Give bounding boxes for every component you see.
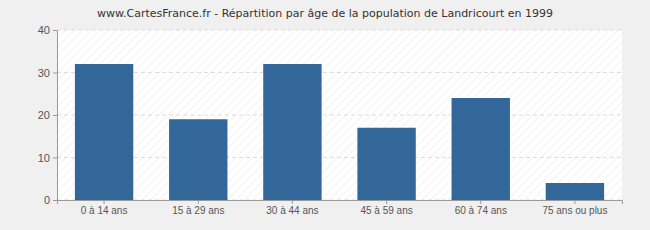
tick-label: 45 à 59 ans — [360, 205, 412, 216]
axis-line — [53, 31, 58, 201]
y-axis: 0 10 20 30 40 — [38, 24, 58, 206]
tick: 60 à 74 ans — [455, 200, 507, 216]
tick-label: 20 — [38, 109, 50, 121]
chart: www.CartesFrance.fr - Répartition par âg… — [0, 0, 650, 230]
tick-mark — [53, 30, 57, 31]
plot-area — [57, 30, 622, 200]
tick-mark — [480, 200, 481, 204]
bar — [75, 64, 133, 200]
tick-label: 30 — [38, 67, 50, 79]
grid-line — [57, 157, 622, 158]
tick-label: 75 ans ou plus — [542, 205, 607, 216]
grid-line — [57, 30, 622, 31]
tick-label: 15 à 29 ans — [172, 205, 224, 216]
grid — [57, 30, 622, 200]
tick-label: 60 à 74 ans — [455, 205, 507, 216]
tick-label: 0 à 14 ans — [81, 205, 128, 216]
bar — [263, 64, 321, 200]
tick-mark — [104, 200, 105, 204]
axis-line — [58, 201, 623, 205]
tick-label: 10 — [38, 152, 50, 164]
x-axis: 0 à 14 ans 15 à 29 ans 30 à 44 ans 45 à 59 … — [58, 200, 623, 216]
tick: 45 à 59 ans — [360, 200, 412, 216]
tick-label: 30 à 44 ans — [266, 205, 318, 216]
title: www.CartesFrance.fr - Répartition par âg… — [97, 7, 553, 20]
tick-label: 0 — [44, 194, 50, 206]
tick: 0 à 14 ans — [81, 200, 128, 216]
tick-mark — [53, 73, 57, 74]
bars — [75, 64, 604, 200]
bar — [546, 183, 604, 200]
tick-mark — [53, 200, 57, 201]
tick-mark — [198, 200, 199, 204]
tick-mark — [574, 200, 575, 204]
tick: 15 à 29 ans — [172, 200, 224, 216]
tick: 0 — [44, 194, 57, 206]
bar — [169, 119, 227, 200]
tick-mark — [292, 200, 293, 204]
tick: 40 — [38, 24, 57, 36]
background — [0, 0, 650, 230]
tick: 10 — [38, 152, 57, 164]
tick: 30 — [38, 67, 57, 79]
tick: 30 à 44 ans — [266, 200, 318, 216]
tick: 20 — [38, 109, 57, 121]
tick-mark — [53, 158, 57, 159]
grid-line — [57, 115, 622, 116]
tick: 75 ans ou plus — [542, 200, 607, 216]
bar — [357, 128, 415, 200]
tick-mark — [53, 115, 57, 116]
tick-mark — [386, 200, 387, 204]
bar — [452, 98, 510, 200]
grid-line — [57, 72, 622, 73]
tick-label: 40 — [38, 24, 50, 36]
